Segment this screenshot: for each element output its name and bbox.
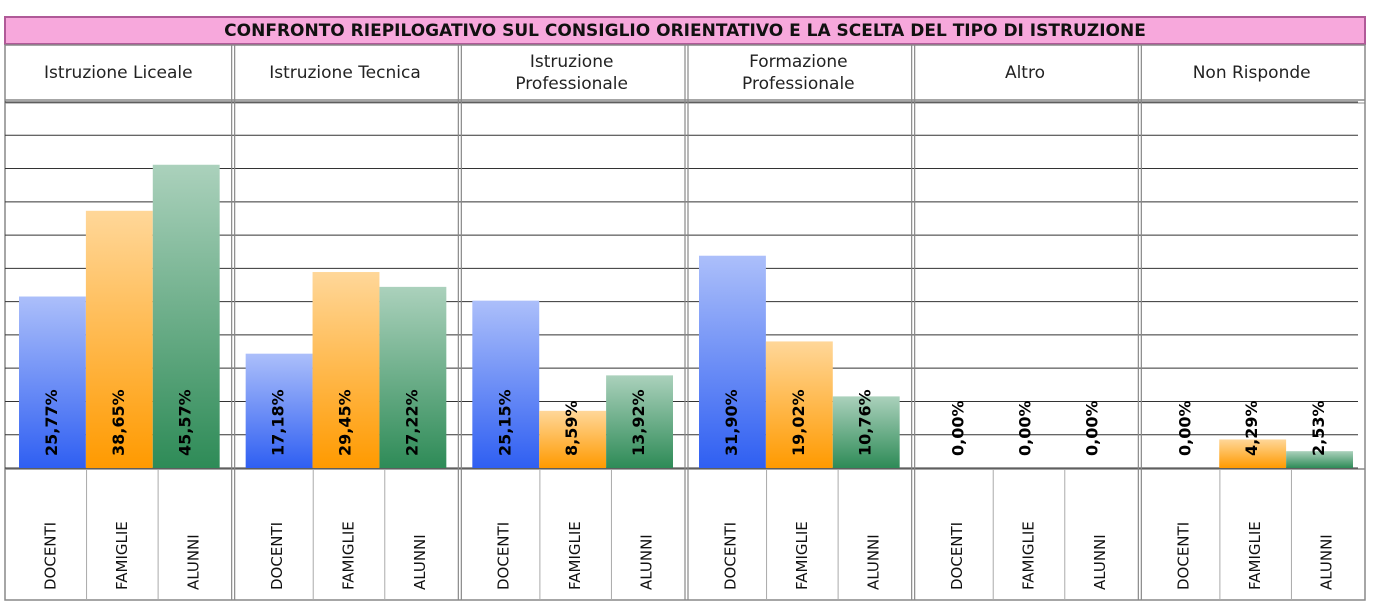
title-bar <box>4 16 1366 45</box>
bar <box>379 286 447 468</box>
series-label: FAMIGLIE <box>340 521 358 590</box>
category-label: Altro <box>1004 63 1045 83</box>
series-label: FAMIGLIE <box>566 521 584 590</box>
series-label: DOCENTI <box>495 522 513 590</box>
category-header: Formazione Professionale <box>685 46 912 100</box>
value-label: 38,65% <box>109 389 128 456</box>
value-label: 13,92% <box>629 389 648 456</box>
value-label: 25,15% <box>495 389 514 456</box>
series-label: ALUNNI <box>1318 534 1336 590</box>
value-label: 0,00% <box>949 400 968 456</box>
value-label: 19,02% <box>789 389 808 456</box>
bar <box>85 210 153 468</box>
value-label: 29,45% <box>336 389 355 456</box>
series-label: ALUNNI <box>184 534 202 590</box>
bar <box>472 300 540 468</box>
value-label: 25,77% <box>42 389 61 456</box>
value-label: 45,57% <box>176 389 195 456</box>
series-label: DOCENTI <box>268 522 286 590</box>
series-label: FAMIGLIE <box>113 521 131 590</box>
value-label: 2,53% <box>1309 400 1328 456</box>
series-label: DOCENTI <box>721 522 739 590</box>
series-label: DOCENTI <box>1175 522 1193 590</box>
bar <box>312 272 380 468</box>
value-label: 4,29% <box>1242 400 1261 456</box>
bar <box>152 164 220 468</box>
bar <box>539 410 607 468</box>
series-label: ALUNNI <box>638 534 656 590</box>
category-label: Istruzione Tecnica <box>269 63 421 83</box>
header-cell: Istruzione Tecnica <box>232 46 459 100</box>
category-label: Istruzione Liceale <box>44 63 193 83</box>
series-label: DOCENTI <box>41 522 59 590</box>
header-cell: Altro <box>912 46 1139 100</box>
series-label: FAMIGLIE <box>1246 521 1264 590</box>
series-label: ALUNNI <box>411 534 429 590</box>
value-label: 27,22% <box>402 389 421 456</box>
bar <box>699 255 766 468</box>
series-label: ALUNNI <box>1091 534 1109 590</box>
bar <box>765 341 833 468</box>
category-label: Istruzione Professionale <box>515 52 628 94</box>
category-header: Istruzione Tecnica <box>232 46 459 100</box>
chart-title: CONFRONTO RIEPILOGATIVO SUL CONSIGLIO OR… <box>224 21 1146 41</box>
value-label: 31,90% <box>722 389 741 456</box>
value-label: 17,18% <box>269 389 288 456</box>
bar <box>245 353 313 468</box>
value-label: 0,00% <box>1082 400 1101 456</box>
series-label: ALUNNI <box>864 534 882 590</box>
category-label: Non Risponde <box>1192 63 1311 83</box>
series-label: FAMIGLIE <box>1020 521 1038 590</box>
value-label: 0,00% <box>1175 400 1194 456</box>
category-label: Formazione Professionale <box>742 52 855 94</box>
header-cell: Istruzione Professionale <box>458 46 685 100</box>
header-cell: Formazione Professionale <box>685 46 912 100</box>
bar <box>832 396 900 468</box>
bar <box>19 296 86 468</box>
value-label: 10,76% <box>856 389 875 456</box>
bar <box>1219 439 1287 468</box>
value-label: 8,59% <box>562 400 581 456</box>
series-label: DOCENTI <box>948 522 966 590</box>
category-header: Non Risponde <box>1138 46 1365 100</box>
bar <box>1286 451 1353 468</box>
category-header: Istruzione Professionale <box>458 46 685 100</box>
series-label: FAMIGLIE <box>793 521 811 590</box>
bar <box>606 375 673 468</box>
header-cell: Istruzione Liceale <box>5 46 232 100</box>
category-header: Altro <box>912 46 1139 100</box>
category-header: Istruzione Liceale <box>5 46 232 100</box>
value-label: 0,00% <box>1016 400 1035 456</box>
header-cell: Non Risponde <box>1138 46 1365 100</box>
